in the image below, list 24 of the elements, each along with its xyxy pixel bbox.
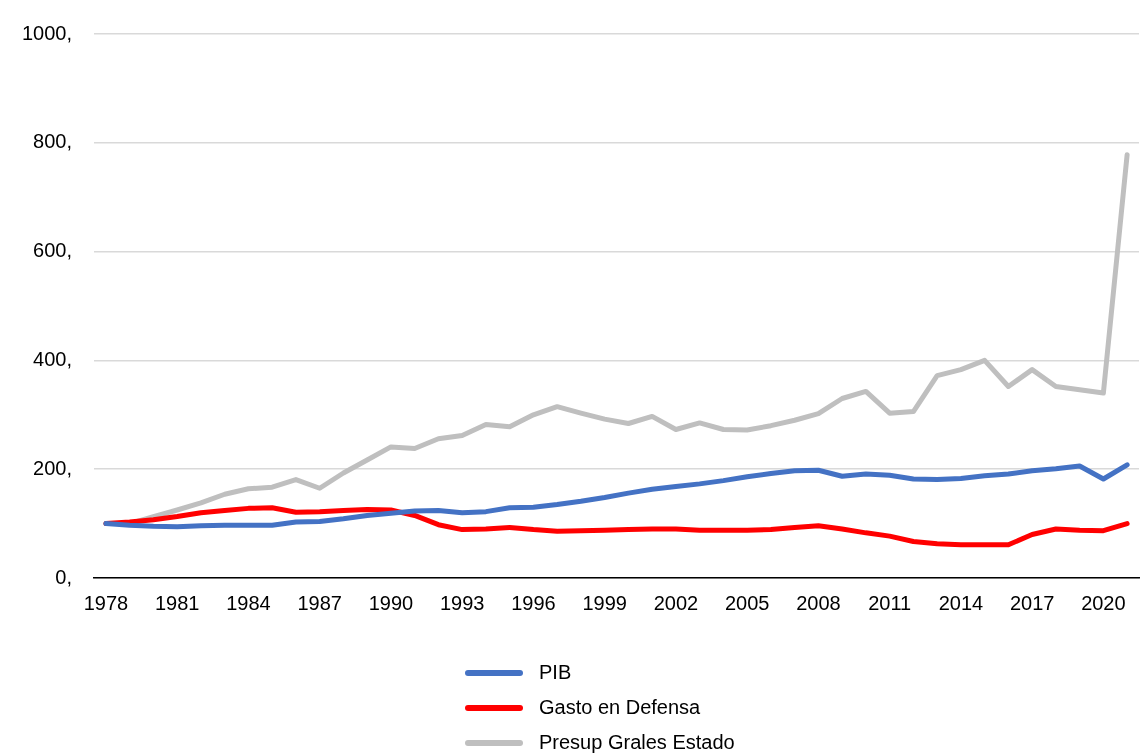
y-tick-label: 200, [33, 456, 73, 479]
x-tick-label: 1999 [582, 591, 627, 614]
x-tick-label: 2011 [868, 591, 912, 614]
y-tick-label: 600, [33, 239, 73, 262]
x-tick-label: 2008 [796, 591, 841, 614]
x-tick-label: 2020 [1081, 591, 1126, 614]
legend-label: Presup Grales Estado [539, 731, 735, 754]
x-tick-label: 1981 [154, 591, 200, 614]
legend-label: PIB [539, 661, 572, 684]
x-tick-label: 2002 [653, 591, 699, 614]
y-tick-label: 1000, [21, 21, 73, 44]
x-tick-label: 1987 [297, 591, 342, 614]
x-tick-label: 2005 [724, 591, 770, 614]
y-tick-label: 0, [55, 565, 73, 588]
x-tick-label: 1990 [368, 591, 414, 614]
y-tick-label: 800, [33, 130, 73, 153]
y-tick-label: 400, [33, 347, 73, 370]
x-tick-label: 1984 [226, 591, 271, 614]
x-tick-label: 1996 [511, 591, 556, 614]
x-tick-label: 1978 [83, 591, 129, 614]
x-tick-label: 2014 [938, 591, 984, 614]
x-tick-label: 2017 [1009, 591, 1055, 614]
legend-label: Gasto en Defensa [539, 696, 701, 719]
x-tick-label: 1993 [439, 591, 485, 614]
